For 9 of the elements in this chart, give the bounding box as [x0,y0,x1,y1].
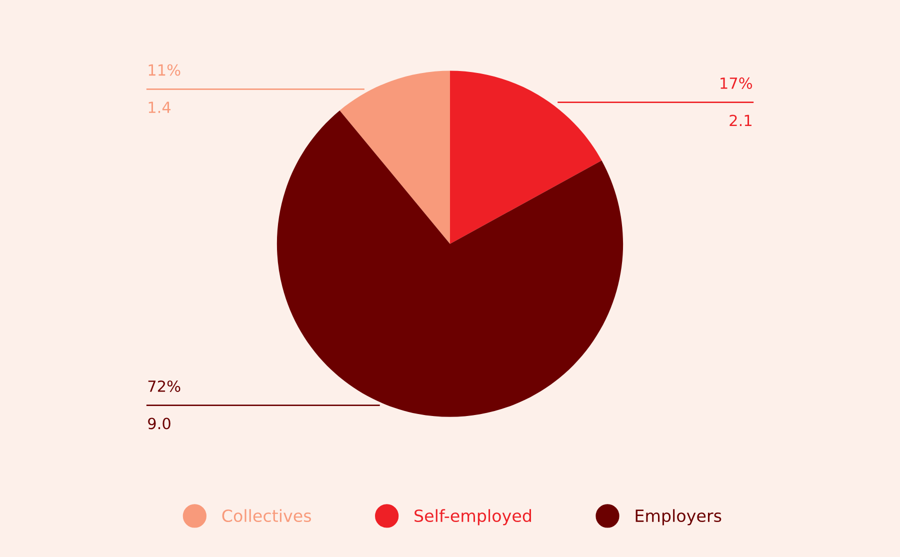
text: 17% 2.1 [720,77,752,126]
pie-slice [450,70,602,244]
pie-slice [276,110,624,417]
legend-label: Collectives [222,509,311,522]
text: 11% 1.4 [148,64,180,113]
legend-label: Employers [636,509,722,526]
text: 72% 9.0 [148,380,180,430]
pie-slice [340,70,450,244]
legend-label: Self-employed [414,509,531,526]
